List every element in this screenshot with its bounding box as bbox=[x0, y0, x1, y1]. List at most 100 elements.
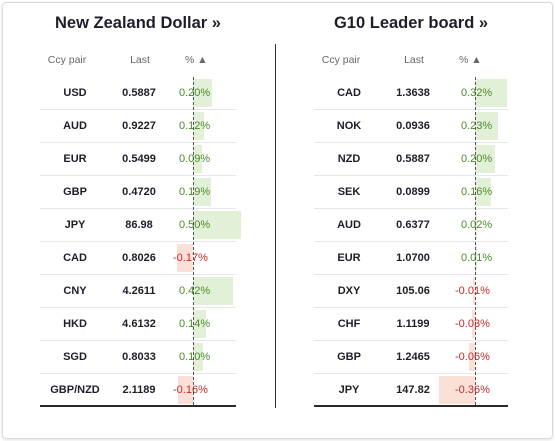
table-row[interactable]: CAD 0.8026 -0.17% bbox=[40, 241, 236, 274]
pct-change-cell: 0.01% bbox=[461, 252, 493, 264]
panel-divider bbox=[275, 44, 276, 408]
table-row[interactable]: HKD 4.6132 0.14% bbox=[40, 307, 236, 340]
table-row[interactable]: JPY 147.82 -0.36% bbox=[314, 373, 508, 406]
change-bar bbox=[193, 310, 207, 338]
table-row[interactable]: NOK 0.0936 0.23% bbox=[314, 109, 508, 142]
change-bar bbox=[469, 343, 475, 371]
zero-baseline bbox=[193, 77, 194, 405]
ccy-pair-cell: JPY bbox=[64, 219, 86, 231]
last-price-cell: 105.06 bbox=[396, 285, 430, 297]
header-pct-sort[interactable]: % ▲ bbox=[459, 54, 482, 66]
change-bar bbox=[177, 376, 193, 404]
table-row[interactable]: EUR 1.0700 0.01% bbox=[314, 241, 508, 274]
pct-change-cell: -0.06% bbox=[455, 351, 490, 363]
g10-table-body: CAD 1.3638 0.32% NOK 0.0936 0.23% NZD 0.5887 0.2… bbox=[314, 77, 508, 406]
last-price-cell: 0.8026 bbox=[122, 252, 156, 264]
pct-change-cell: 0.10% bbox=[179, 351, 211, 363]
table-row[interactable]: EUR 0.5499 0.09% bbox=[40, 142, 236, 175]
ccy-pair-cell: GBP bbox=[337, 351, 361, 363]
pct-change-cell: 0.50% bbox=[179, 219, 211, 231]
header-ccy-pair: Ccy pair bbox=[321, 54, 361, 66]
pct-change-cell: -0.03% bbox=[455, 318, 490, 330]
change-bar bbox=[475, 244, 477, 272]
last-price-cell: 0.4720 bbox=[122, 186, 156, 198]
table-row[interactable]: GBP 1.2465 -0.06% bbox=[314, 340, 508, 373]
pct-change-cell: -0.16% bbox=[173, 384, 208, 396]
last-price-cell: 1.1199 bbox=[396, 318, 430, 330]
change-bar bbox=[472, 310, 475, 338]
table-bottom-rule bbox=[314, 405, 508, 407]
g10-panel: G10 Leader board » Ccy pair Last % ▲ CAD… bbox=[314, 0, 508, 441]
table-row[interactable]: JPY 86.98 0.50% bbox=[40, 208, 241, 241]
table-row[interactable]: CHF 1.1199 -0.03% bbox=[314, 307, 508, 340]
ccy-pair-cell: USD bbox=[63, 87, 87, 99]
change-bar bbox=[193, 145, 202, 173]
table-row[interactable]: AUD 0.9227 0.12% bbox=[40, 109, 236, 142]
nzd-table-header: Ccy pair Last % ▲ bbox=[40, 54, 236, 70]
change-bar bbox=[193, 79, 212, 107]
pct-change-cell: -0.17% bbox=[173, 252, 208, 264]
last-price-cell: 2.1189 bbox=[122, 384, 156, 396]
header-pct-sort[interactable]: % ▲ bbox=[185, 54, 208, 66]
g10-panel-title-link[interactable]: G10 Leader board » bbox=[333, 14, 489, 32]
change-bar bbox=[176, 244, 193, 272]
ccy-pair-cell: AUD bbox=[63, 120, 87, 132]
header-last: Last bbox=[404, 54, 424, 66]
change-bar bbox=[193, 112, 205, 140]
last-price-cell: 0.5887 bbox=[122, 87, 156, 99]
pct-change-cell: 0.02% bbox=[461, 219, 493, 231]
last-price-cell: 0.8033 bbox=[122, 351, 156, 363]
ccy-pair-cell: CAD bbox=[63, 252, 87, 264]
last-price-cell: 1.3638 bbox=[396, 87, 430, 99]
change-bar bbox=[475, 79, 507, 107]
pct-change-cell: -0.36% bbox=[455, 384, 490, 396]
nzd-table-body: USD 0.5887 0.20% AUD 0.9227 0.12% EUR 0.5499 0.0… bbox=[40, 77, 241, 406]
table-row[interactable]: SEK 0.0899 0.16% bbox=[314, 175, 508, 208]
nzd-panel-title-link[interactable]: New Zealand Dollar » bbox=[55, 14, 221, 32]
change-bar bbox=[473, 277, 475, 305]
last-price-cell: 147.82 bbox=[396, 384, 430, 396]
pct-change-cell: -0.01% bbox=[455, 285, 490, 297]
last-price-cell: 4.2611 bbox=[122, 285, 156, 297]
ccy-pair-cell: CAD bbox=[337, 87, 361, 99]
change-bar bbox=[193, 211, 241, 239]
zero-baseline bbox=[475, 77, 476, 405]
pct-change-cell: 0.32% bbox=[461, 87, 493, 99]
ccy-pair-cell: NOK bbox=[336, 120, 362, 132]
change-bar bbox=[475, 211, 477, 239]
header-ccy-pair: Ccy pair bbox=[47, 54, 87, 66]
pct-change-cell: 0.23% bbox=[461, 120, 493, 132]
table-row[interactable]: NZD 0.5887 0.20% bbox=[314, 142, 508, 175]
last-price-cell: 1.2465 bbox=[396, 351, 430, 363]
change-bar bbox=[475, 112, 498, 140]
table-row[interactable]: SGD 0.8033 0.10% bbox=[40, 340, 236, 373]
ccy-pair-cell: SEK bbox=[337, 186, 361, 198]
change-bar bbox=[475, 178, 491, 206]
pct-change-cell: 0.20% bbox=[461, 153, 493, 165]
table-row[interactable]: USD 0.5887 0.20% bbox=[40, 77, 236, 109]
last-price-cell: 1.0700 bbox=[396, 252, 430, 264]
last-price-cell: 0.9227 bbox=[122, 120, 156, 132]
table-row[interactable]: GBP/NZD 2.1189 -0.16% bbox=[40, 373, 236, 406]
ccy-pair-cell: DXY bbox=[337, 285, 361, 297]
pct-change-cell: 0.20% bbox=[179, 87, 211, 99]
ccy-pair-cell: EUR bbox=[63, 153, 87, 165]
last-price-cell: 86.98 bbox=[125, 219, 153, 231]
table-row[interactable]: GBP 0.4720 0.19% bbox=[40, 175, 236, 208]
last-price-cell: 0.5499 bbox=[122, 153, 156, 165]
table-row[interactable]: CNY 4.2611 0.42% bbox=[40, 274, 236, 307]
table-row[interactable]: DXY 105.06 -0.01% bbox=[314, 274, 508, 307]
table-row[interactable]: CAD 1.3638 0.32% bbox=[314, 77, 508, 109]
ccy-pair-cell: NZD bbox=[337, 153, 361, 165]
table-row[interactable]: AUD 0.6377 0.02% bbox=[314, 208, 508, 241]
table-bottom-rule bbox=[40, 405, 236, 407]
ccy-pair-cell: JPY bbox=[338, 384, 360, 396]
ccy-pair-cell: SGD bbox=[63, 351, 87, 363]
last-price-cell: 0.5887 bbox=[396, 153, 430, 165]
ccy-pair-cell: GBP bbox=[63, 186, 87, 198]
ccy-pair-cell: AUD bbox=[337, 219, 361, 231]
pct-change-cell: 0.16% bbox=[461, 186, 493, 198]
pct-change-cell: 0.14% bbox=[179, 318, 211, 330]
change-bar bbox=[193, 178, 212, 206]
